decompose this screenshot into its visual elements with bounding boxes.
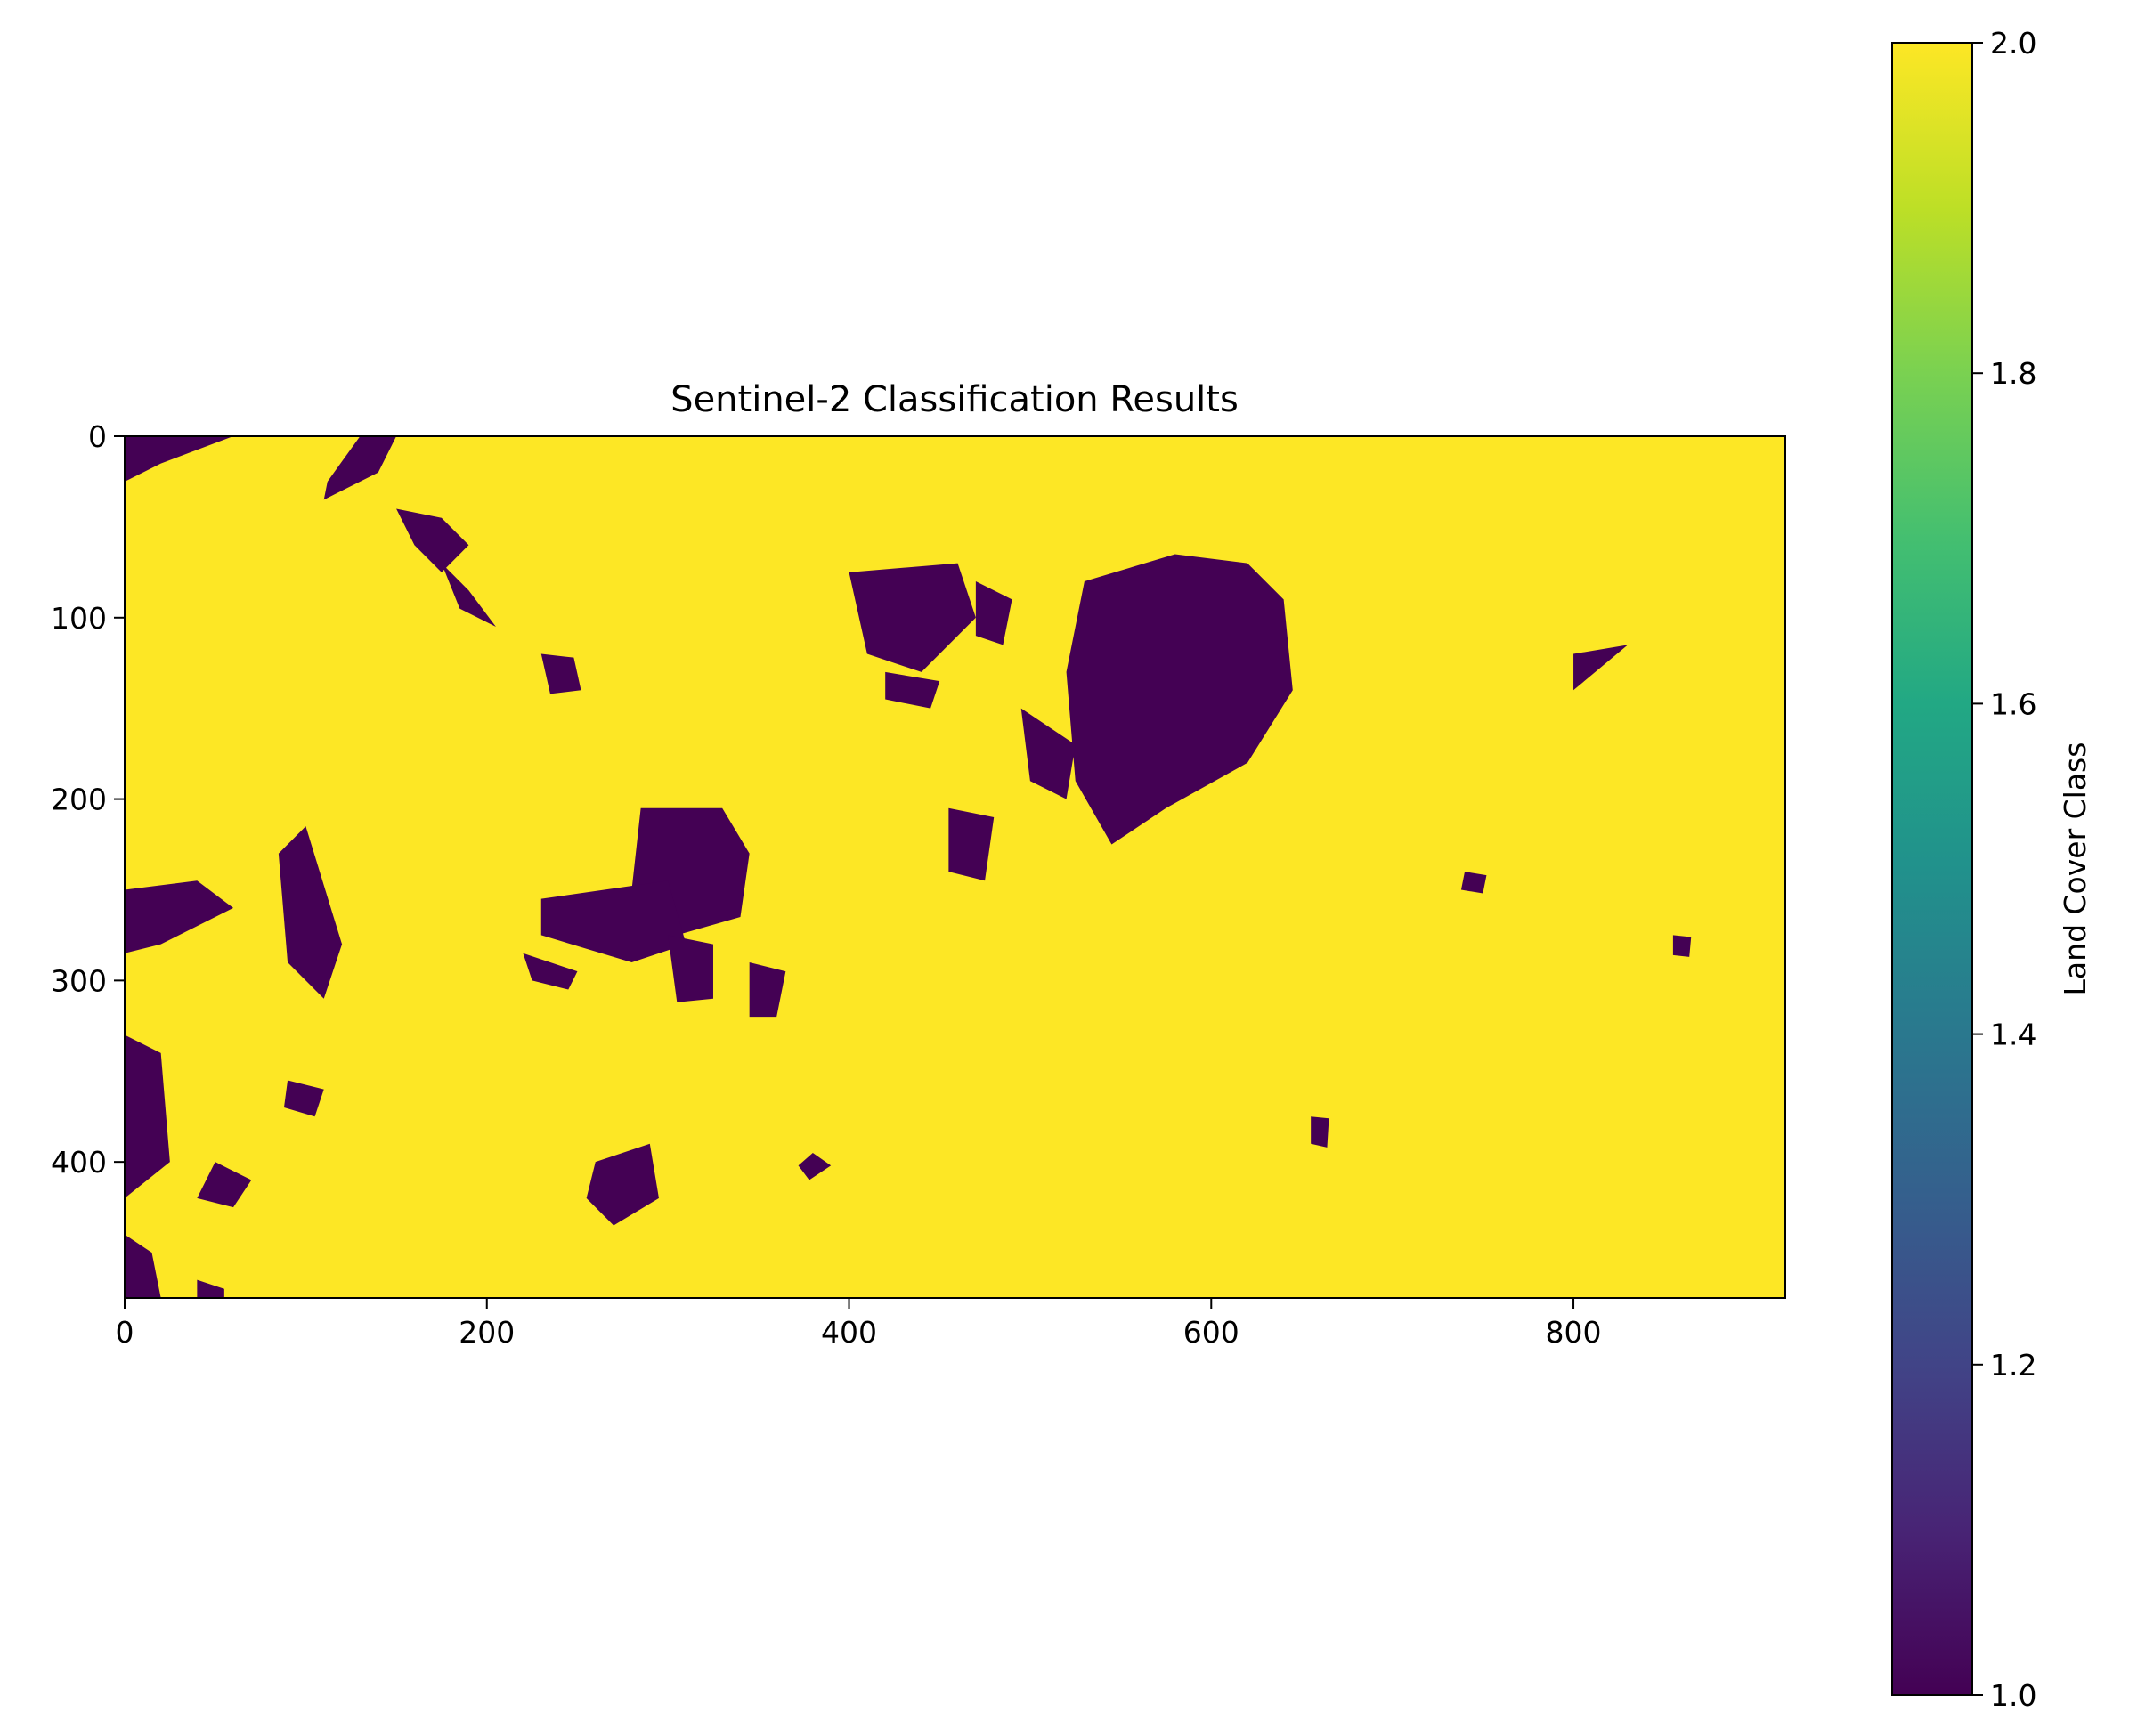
feature-patch-29 — [1573, 645, 1629, 691]
feature-patch-18 — [849, 563, 976, 672]
colorbar-ticks: 1.0 1.2 1.4 1.6 1.8 2.0 — [1972, 26, 2036, 1713]
feature-patch-16 — [523, 953, 578, 990]
feature-patch-1 — [125, 436, 234, 482]
chart-title: Sentinel-2 Classification Results — [670, 379, 1239, 420]
x-axis: 0 200 400 600 800 — [116, 1298, 1602, 1350]
feature-patch-6 — [278, 826, 343, 999]
plot-area — [124, 435, 1786, 1299]
y-tick-label: 400 — [51, 1145, 107, 1180]
y-tick-label: 100 — [51, 601, 107, 636]
plot-frame — [124, 435, 1786, 1299]
feature-patch-4 — [441, 563, 496, 627]
feature-patch-8 — [125, 1034, 170, 1198]
feature-patch-24 — [1460, 872, 1487, 894]
colorbar-tick-label: 1.2 — [1990, 1348, 2036, 1383]
feature-patch-20 — [885, 671, 940, 709]
x-tick-label: 800 — [1546, 1315, 1602, 1350]
x-tick-label: 600 — [1183, 1315, 1239, 1350]
colorbar-tick-label: 1.6 — [1990, 686, 2036, 721]
feature-patch-19 — [975, 581, 1012, 645]
y-axis: 0 100 200 300 400 — [51, 419, 125, 1180]
feature-patch-25 — [1672, 935, 1692, 957]
colorbar: 1.0 1.2 1.4 1.6 1.8 2.0 Land Cover Class — [1891, 26, 2092, 1713]
feature-patch-27 — [586, 1143, 659, 1226]
colorbar-tick-label: 1.8 — [1990, 356, 2036, 391]
feature-patch-15 — [668, 935, 713, 1002]
feature-patch-23 — [1020, 708, 1076, 799]
feature-patch-17 — [749, 961, 786, 1018]
colorbar-tick-label: 1.0 — [1990, 1678, 2036, 1713]
feature-patch-5 — [540, 653, 581, 694]
feature-patch-7 — [125, 880, 234, 953]
feature-layer — [125, 436, 1692, 1298]
feature-patch-12 — [283, 1080, 324, 1117]
feature-patch-21 — [948, 807, 995, 881]
colorbar-tick-label: 2.0 — [1990, 26, 2036, 61]
colorbar-gradient — [1891, 42, 1973, 1696]
x-tick-label: 200 — [459, 1315, 515, 1350]
feature-patch-2 — [323, 436, 397, 500]
y-tick-label: 300 — [51, 963, 107, 998]
y-tick-label: 200 — [51, 783, 107, 817]
x-tick-label: 400 — [821, 1315, 877, 1350]
feature-patch-10 — [125, 1234, 161, 1298]
x-tick-label: 0 — [116, 1315, 134, 1350]
feature-patch-3 — [396, 508, 469, 572]
colorbar-tick-label: 1.4 — [1990, 1018, 2036, 1052]
feature-patch-14 — [540, 880, 687, 962]
feature-patch-22 — [1066, 554, 1293, 845]
y-tick-label: 0 — [88, 419, 107, 454]
feature-patch-11 — [197, 1279, 224, 1298]
feature-patch-28 — [798, 1152, 832, 1180]
feature-patch-26 — [1311, 1116, 1329, 1148]
colorbar-label: Land Cover Class — [2058, 742, 2092, 996]
feature-patch-9 — [197, 1162, 252, 1208]
